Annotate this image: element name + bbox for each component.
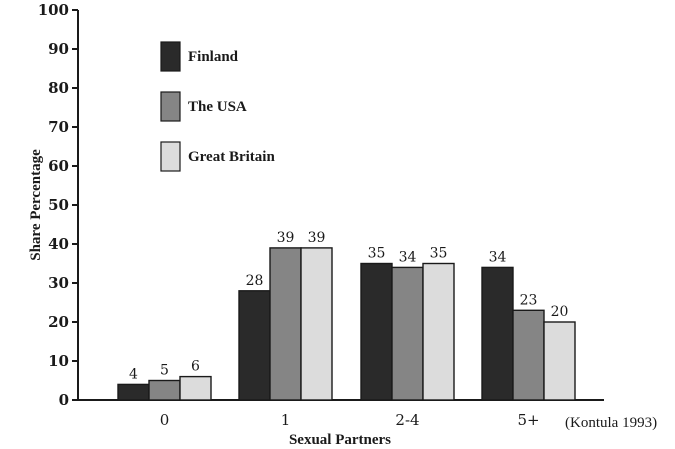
y-tick-label: 70 (48, 118, 69, 136)
bar-great-britain-0 (179, 375, 212, 401)
y-axis-ticks: 0 10 20 30 40 50 60 70 80 90 100 (38, 1, 78, 409)
value-label-finland-2-4: 35 (368, 246, 386, 262)
bar-finland-2-4 (360, 262, 393, 401)
y-tick-label: 100 (38, 1, 69, 19)
value-label-great-britain-0: 6 (191, 359, 200, 375)
value-label-the-usa-0: 5 (160, 363, 169, 379)
x-axis-label: Sexual Partners (289, 432, 391, 448)
bar-the-usa-1 (269, 247, 302, 401)
y-tick-label: 30 (48, 274, 69, 292)
y-tick-label: 0 (59, 391, 69, 409)
x-tick-label-0: 0 (160, 411, 170, 429)
y-tick-label: 50 (48, 196, 69, 214)
bar-finland-5 (481, 266, 514, 401)
x-tick-label-1: 1 (281, 411, 291, 429)
x-tick-label-2-4: 2-4 (395, 411, 419, 429)
bar-finland-1 (238, 290, 271, 401)
y-axis-label: Share Percentage (28, 149, 44, 261)
legend-swatch-the-usa (160, 91, 181, 122)
bar-the-usa-0 (148, 379, 181, 401)
bar-great-britain-1 (300, 247, 333, 401)
y-tick-label: 20 (48, 313, 69, 331)
x-tick-label-5: 5+ (517, 411, 539, 429)
legend-label-the-usa: The USA (188, 99, 247, 115)
y-tick-label: 90 (48, 40, 69, 58)
y-tick-label: 10 (48, 352, 69, 370)
value-label-great-britain-1: 39 (308, 230, 326, 246)
value-label-the-usa-5: 23 (520, 292, 538, 308)
y-tick-label: 80 (48, 79, 69, 97)
y-tick-label: 40 (48, 235, 69, 253)
value-label-the-usa-1: 39 (277, 230, 295, 246)
legend-label-finland: Finland (188, 49, 239, 65)
value-label-the-usa-2-4: 34 (399, 249, 417, 265)
bar-great-britain-2-4 (422, 262, 455, 401)
value-labels: 4 5 6 28 39 39 35 34 35 34 23 20 (129, 230, 568, 383)
bar-the-usa-5 (512, 309, 545, 401)
value-label-finland-0: 4 (129, 366, 138, 382)
bar-great-britain-5 (543, 321, 576, 401)
bar-the-usa-2-4 (391, 266, 424, 401)
x-axis-categories: 0 1 2-4 5+ (160, 411, 540, 429)
value-label-great-britain-2-4: 35 (430, 246, 448, 262)
legend: Finland The USA Great Britain (160, 41, 275, 172)
value-label-great-britain-5: 20 (551, 304, 569, 320)
source-note: (Kontula 1993) (565, 415, 657, 431)
value-label-finland-1: 28 (246, 273, 264, 289)
bars (117, 247, 576, 401)
bar-finland-0 (117, 383, 150, 401)
legend-swatch-finland (160, 41, 181, 72)
value-label-finland-5: 34 (489, 249, 507, 265)
legend-label-great-britain: Great Britain (188, 149, 275, 165)
y-tick-label: 60 (48, 157, 69, 175)
legend-swatch-great-britain (160, 141, 181, 172)
